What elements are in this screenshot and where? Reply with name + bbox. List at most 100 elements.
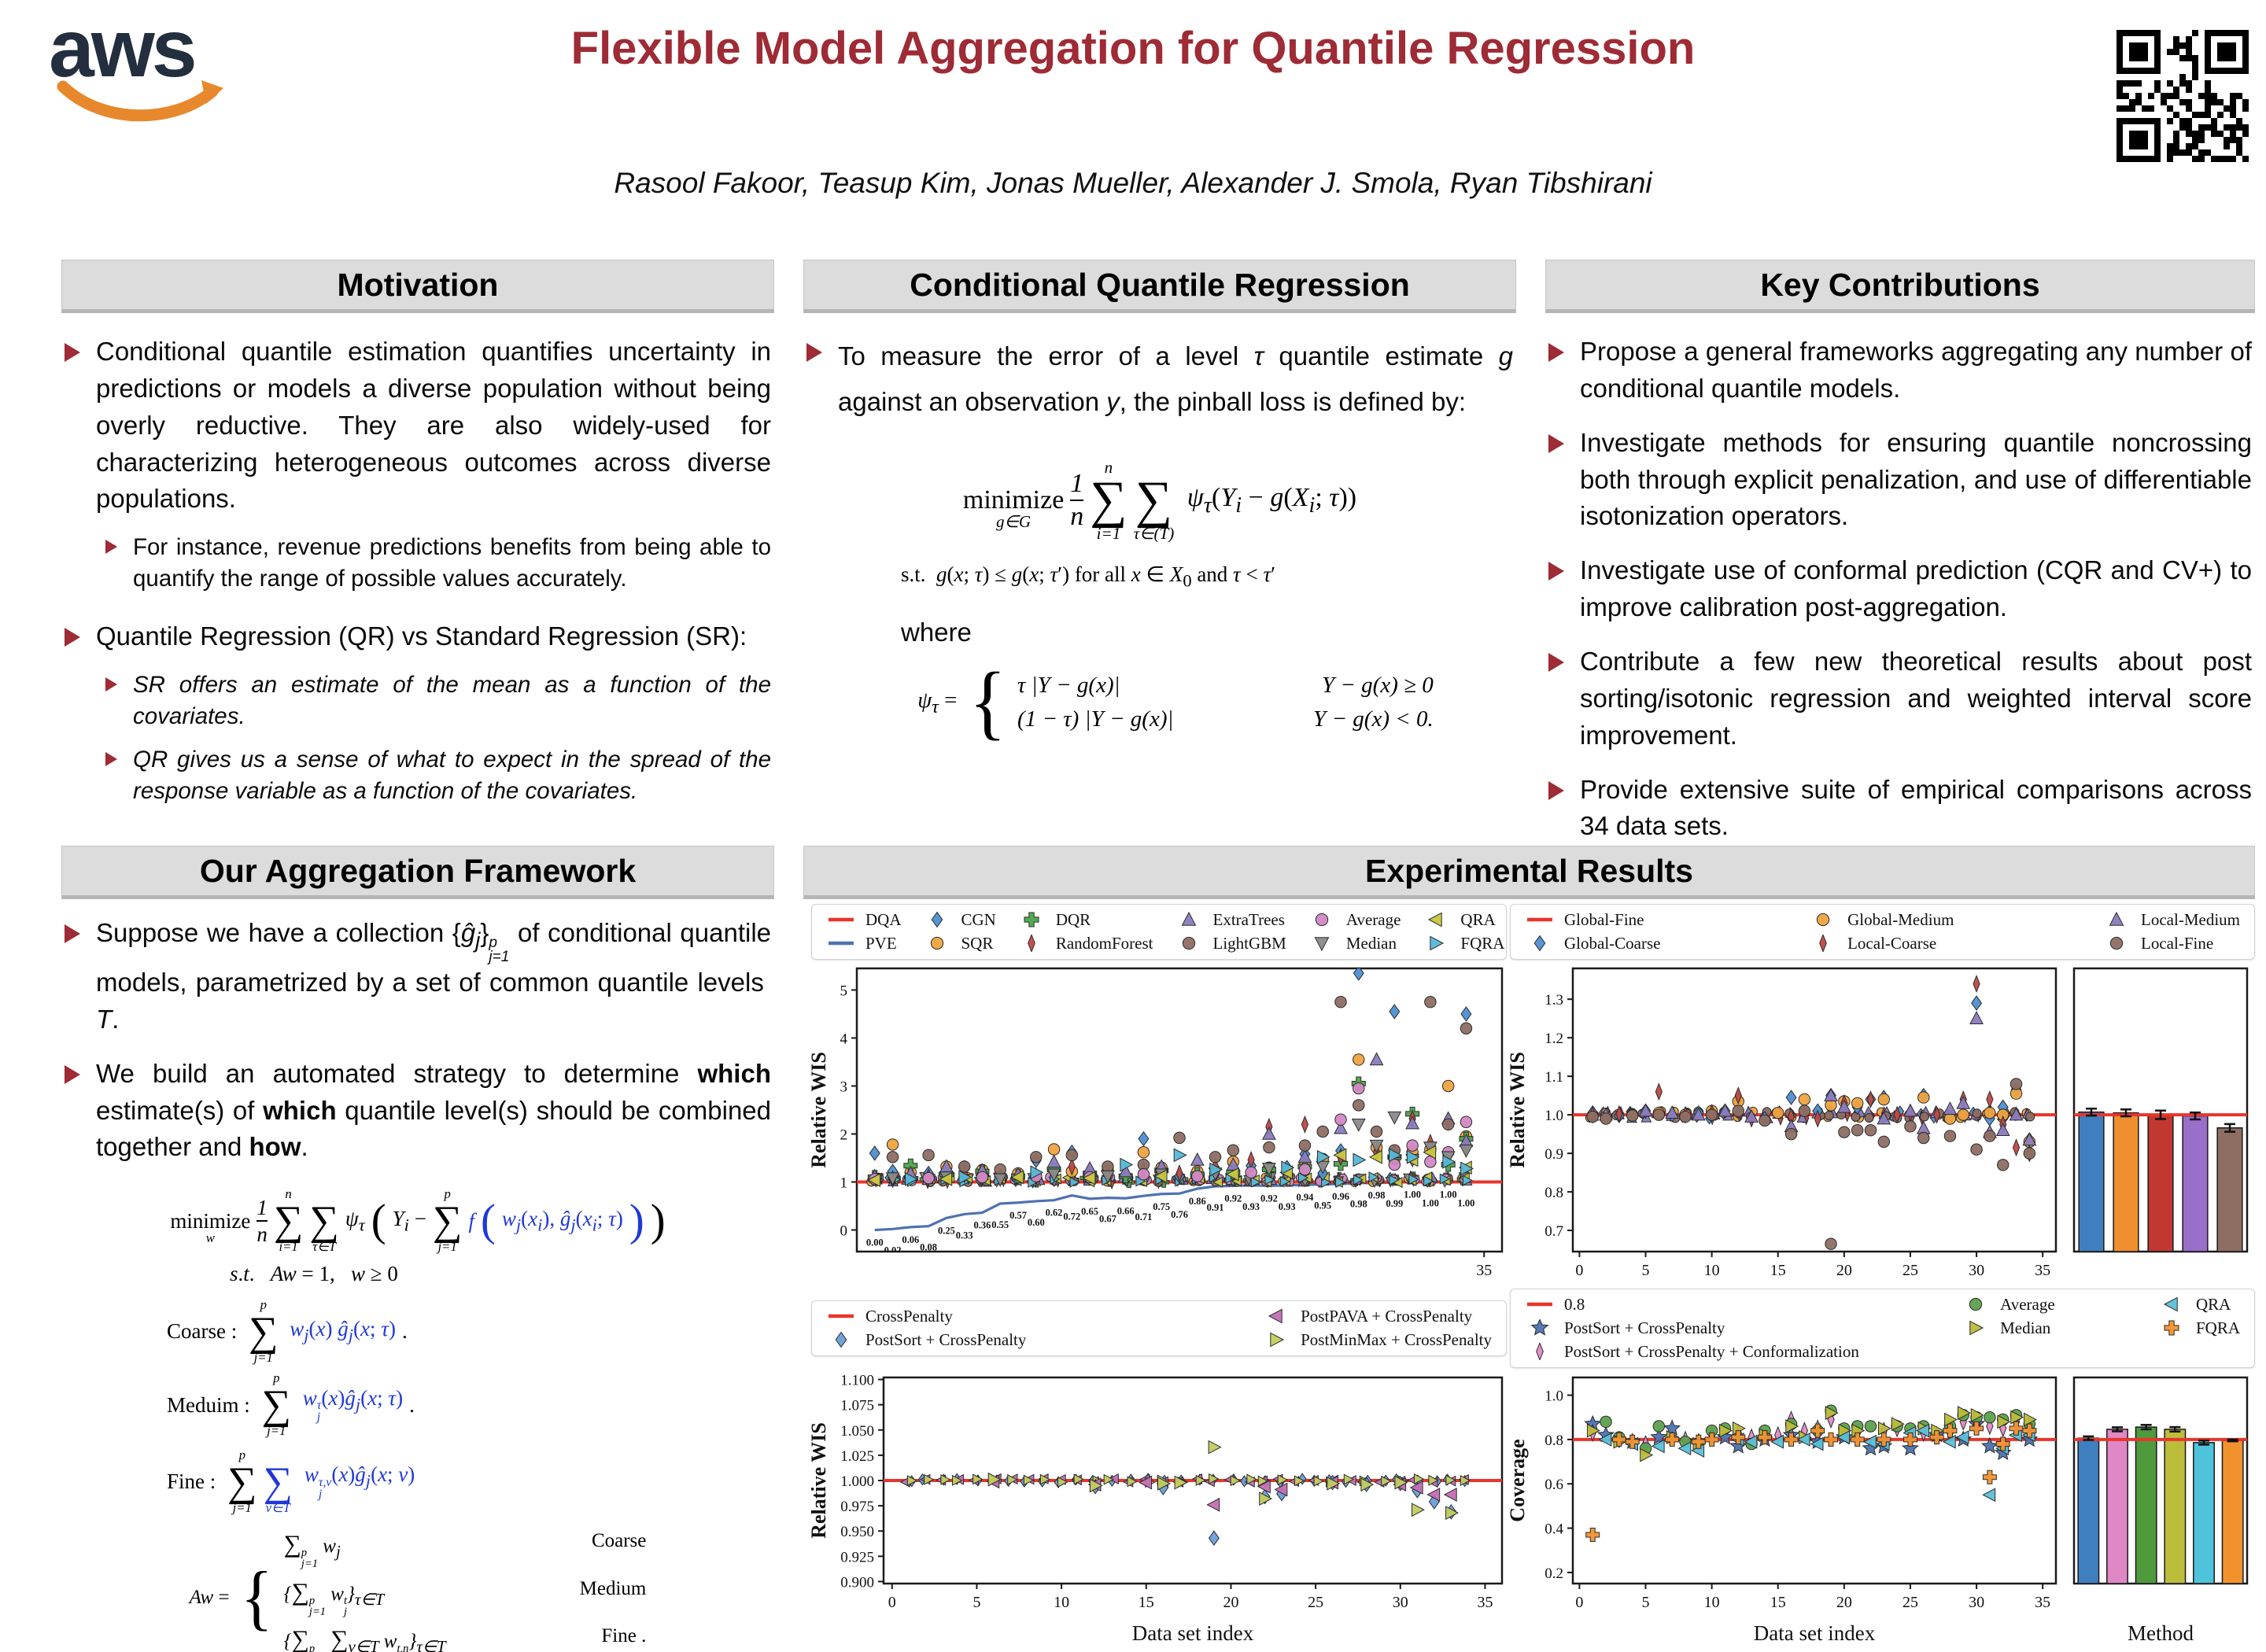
legend-label: Average bbox=[1345, 909, 1401, 929]
svg-text:5: 5 bbox=[972, 1594, 980, 1611]
svg-text:1.025: 1.025 bbox=[840, 1448, 874, 1465]
legend-item: Median bbox=[1307, 934, 1401, 953]
aw-cases-formula: Aw = {∑ p j=1 wj Coarse {∑ p j=1 w t j}τ∈T Medium… bbox=[189, 1530, 647, 1652]
chart-legend: 0.8 Average QRA PostSort + CrossPenalty Medi… bbox=[1510, 1288, 2255, 1368]
svg-text:3: 3 bbox=[840, 1079, 848, 1095]
legend-label: FQRA bbox=[2195, 1318, 2240, 1337]
svg-text:Coverage: Coverage bbox=[1510, 1439, 1529, 1521]
bullet-icon bbox=[1548, 343, 1564, 362]
legend-label: Median bbox=[1345, 933, 1397, 953]
svg-text:0.76: 0.76 bbox=[1171, 1209, 1188, 1220]
bullet-icon bbox=[65, 1064, 80, 1084]
legend-label: DQR bbox=[1055, 909, 1091, 929]
circle-icon bbox=[1182, 936, 1195, 950]
svg-text:0.6: 0.6 bbox=[1544, 1477, 1563, 1493]
bullet-icon bbox=[105, 752, 117, 767]
svg-text:1.00: 1.00 bbox=[1404, 1189, 1421, 1200]
svg-text:0: 0 bbox=[888, 1594, 896, 1611]
thin-diamond-icon bbox=[1819, 935, 1827, 952]
svg-text:0.02: 0.02 bbox=[884, 1245, 902, 1256]
legend-item: Average bbox=[1307, 910, 1401, 930]
legend-item: FQRA bbox=[2157, 1318, 2240, 1338]
legend-item: Average bbox=[1961, 1295, 2055, 1315]
legend-item: Local-Medium bbox=[2102, 910, 2240, 930]
svg-text:10: 10 bbox=[1704, 1594, 1720, 1611]
aws-smile-icon bbox=[57, 80, 223, 122]
legend-label: PostPAVA + CrossPenalty bbox=[1301, 1306, 1473, 1326]
svg-text:0.900: 0.900 bbox=[840, 1574, 874, 1591]
framework-bullet-2: We build an automated strategy to determ… bbox=[96, 1058, 771, 1162]
contribution-bullet: Propose a general frameworks aggregating… bbox=[1580, 337, 2252, 403]
section-cqr: Conditional Quantile Regression To measu… bbox=[803, 260, 1516, 846]
svg-text:15: 15 bbox=[1139, 1594, 1154, 1611]
bullet-icon bbox=[806, 343, 822, 362]
legend-item: QRA bbox=[1421, 910, 1504, 930]
svg-text:1.075: 1.075 bbox=[840, 1398, 874, 1414]
svg-text:35: 35 bbox=[2035, 1262, 2050, 1279]
svg-text:0: 0 bbox=[840, 1223, 848, 1240]
svg-text:25: 25 bbox=[1308, 1594, 1323, 1611]
svg-text:1.050: 1.050 bbox=[840, 1423, 874, 1440]
svg-text:Relative WIS: Relative WIS bbox=[1510, 1052, 1529, 1168]
svg-text:Method: Method bbox=[2128, 1621, 2194, 1645]
circle-icon bbox=[930, 936, 943, 950]
plot-area bbox=[884, 1440, 1502, 1546]
chart-coverage: 0.8 Average QRA PostSort + CrossPenalty Medi… bbox=[1510, 1286, 2255, 1648]
legend-item: PostPAVA + CrossPenalty bbox=[1261, 1307, 1492, 1326]
svg-text:Relative WIS: Relative WIS bbox=[811, 1052, 830, 1168]
chart-canvas: 0.7 0.8 0.9 1.0 1.1 1.2 1.3 0 5 10 15 20 25 30 35 Relat… bbox=[1510, 967, 2057, 1279]
legend-label: QRA bbox=[2195, 1294, 2231, 1314]
svg-text:0.950: 0.950 bbox=[840, 1524, 874, 1540]
page-title: Flexible Model Aggregation for Quantile … bbox=[570, 23, 1696, 74]
bullet-icon bbox=[1548, 780, 1564, 800]
svg-text:25: 25 bbox=[1902, 1262, 1918, 1279]
plot-area bbox=[1573, 975, 2056, 1250]
section-title: Key Contributions bbox=[1545, 260, 2255, 313]
plus-icon bbox=[1024, 912, 1039, 927]
section-framework: Our Aggregation Framework Suppose we hav… bbox=[61, 846, 774, 1652]
svg-text:2: 2 bbox=[840, 1127, 848, 1144]
svg-text:0.67: 0.67 bbox=[1099, 1214, 1116, 1225]
motivation-bullet-2-sub2: QR gives us a sense of what to expect in… bbox=[133, 747, 771, 805]
svg-text:1: 1 bbox=[840, 1175, 848, 1192]
triangle-left-icon bbox=[2163, 1296, 2178, 1312]
contribution-bullet: Investigate use of conformal prediction … bbox=[1580, 555, 2252, 622]
legend-item: PostSort + CrossPenalty bbox=[826, 1330, 1026, 1350]
svg-text:0.00: 0.00 bbox=[866, 1237, 884, 1248]
svg-text:1.3: 1.3 bbox=[1544, 992, 1563, 1009]
svg-text:15: 15 bbox=[1770, 1594, 1786, 1611]
svg-text:0.57: 0.57 bbox=[1009, 1210, 1027, 1221]
svg-text:35: 35 bbox=[2035, 1594, 2050, 1611]
svg-text:Data set index: Data set index bbox=[1132, 1621, 1254, 1645]
contribution-bullet: Investigate methods for ensuring quantil… bbox=[1580, 427, 2252, 531]
legend-item: LightGBM bbox=[1174, 934, 1286, 953]
svg-text:0.62: 0.62 bbox=[1046, 1208, 1063, 1219]
svg-text:0.95: 0.95 bbox=[1314, 1200, 1331, 1211]
section-results: Experimental Results DQA CGN DQR ExtraTrees… bbox=[803, 846, 2255, 1652]
svg-text:0.98: 0.98 bbox=[1368, 1190, 1386, 1201]
bullet-icon bbox=[65, 343, 80, 362]
line-icon bbox=[829, 1314, 854, 1318]
authors-line: Rasool Fakoor, Teasup Kim, Jonas Mueller… bbox=[614, 167, 1652, 199]
plot-area bbox=[1573, 1404, 2056, 1543]
svg-text:0.86: 0.86 bbox=[1189, 1196, 1206, 1207]
svg-text:0.2: 0.2 bbox=[1544, 1565, 1563, 1582]
bullet-icon bbox=[1548, 653, 1564, 673]
legend-item: 0.8 bbox=[1525, 1295, 1859, 1315]
cqr-bullet-1: To measure the error of a level τ quanti… bbox=[838, 341, 1513, 416]
legend-label: Average bbox=[2000, 1294, 2055, 1314]
svg-text:0.33: 0.33 bbox=[956, 1230, 973, 1241]
chart-legend: Global-Fine Global-Medium Local-Medium Glob… bbox=[1510, 903, 2255, 960]
svg-text:20: 20 bbox=[1223, 1594, 1238, 1611]
legend-label: PVE bbox=[865, 933, 897, 953]
chart-canvas: 0 1 2 3 4 5 35 Relative WIS 0.000.020.060.080.25… bbox=[811, 967, 1504, 1279]
legend-label: PostSort + CrossPenalty bbox=[1564, 1318, 1725, 1337]
legend-label: ExtraTrees bbox=[1212, 909, 1285, 929]
svg-text:0.7: 0.7 bbox=[1544, 1223, 1563, 1240]
plot-area: 0.000.020.060.080.25 0.330.36 0.550.570.60… bbox=[857, 968, 1502, 1256]
bullet-icon bbox=[105, 540, 117, 555]
triangle-up-icon bbox=[1181, 911, 1196, 926]
fine-formula: Fine : p ∑ j=1 ∑ ν∈T w τ,ν j (x)ĝj(x; ν) bbox=[167, 1447, 415, 1515]
pinball-minimize-formula: minimize g∈G 1 n n ∑ i=1 ∑ τ∈(T) ψτ(Yi − g(Xi; … bbox=[962, 457, 1357, 543]
svg-text:30: 30 bbox=[1393, 1594, 1408, 1611]
